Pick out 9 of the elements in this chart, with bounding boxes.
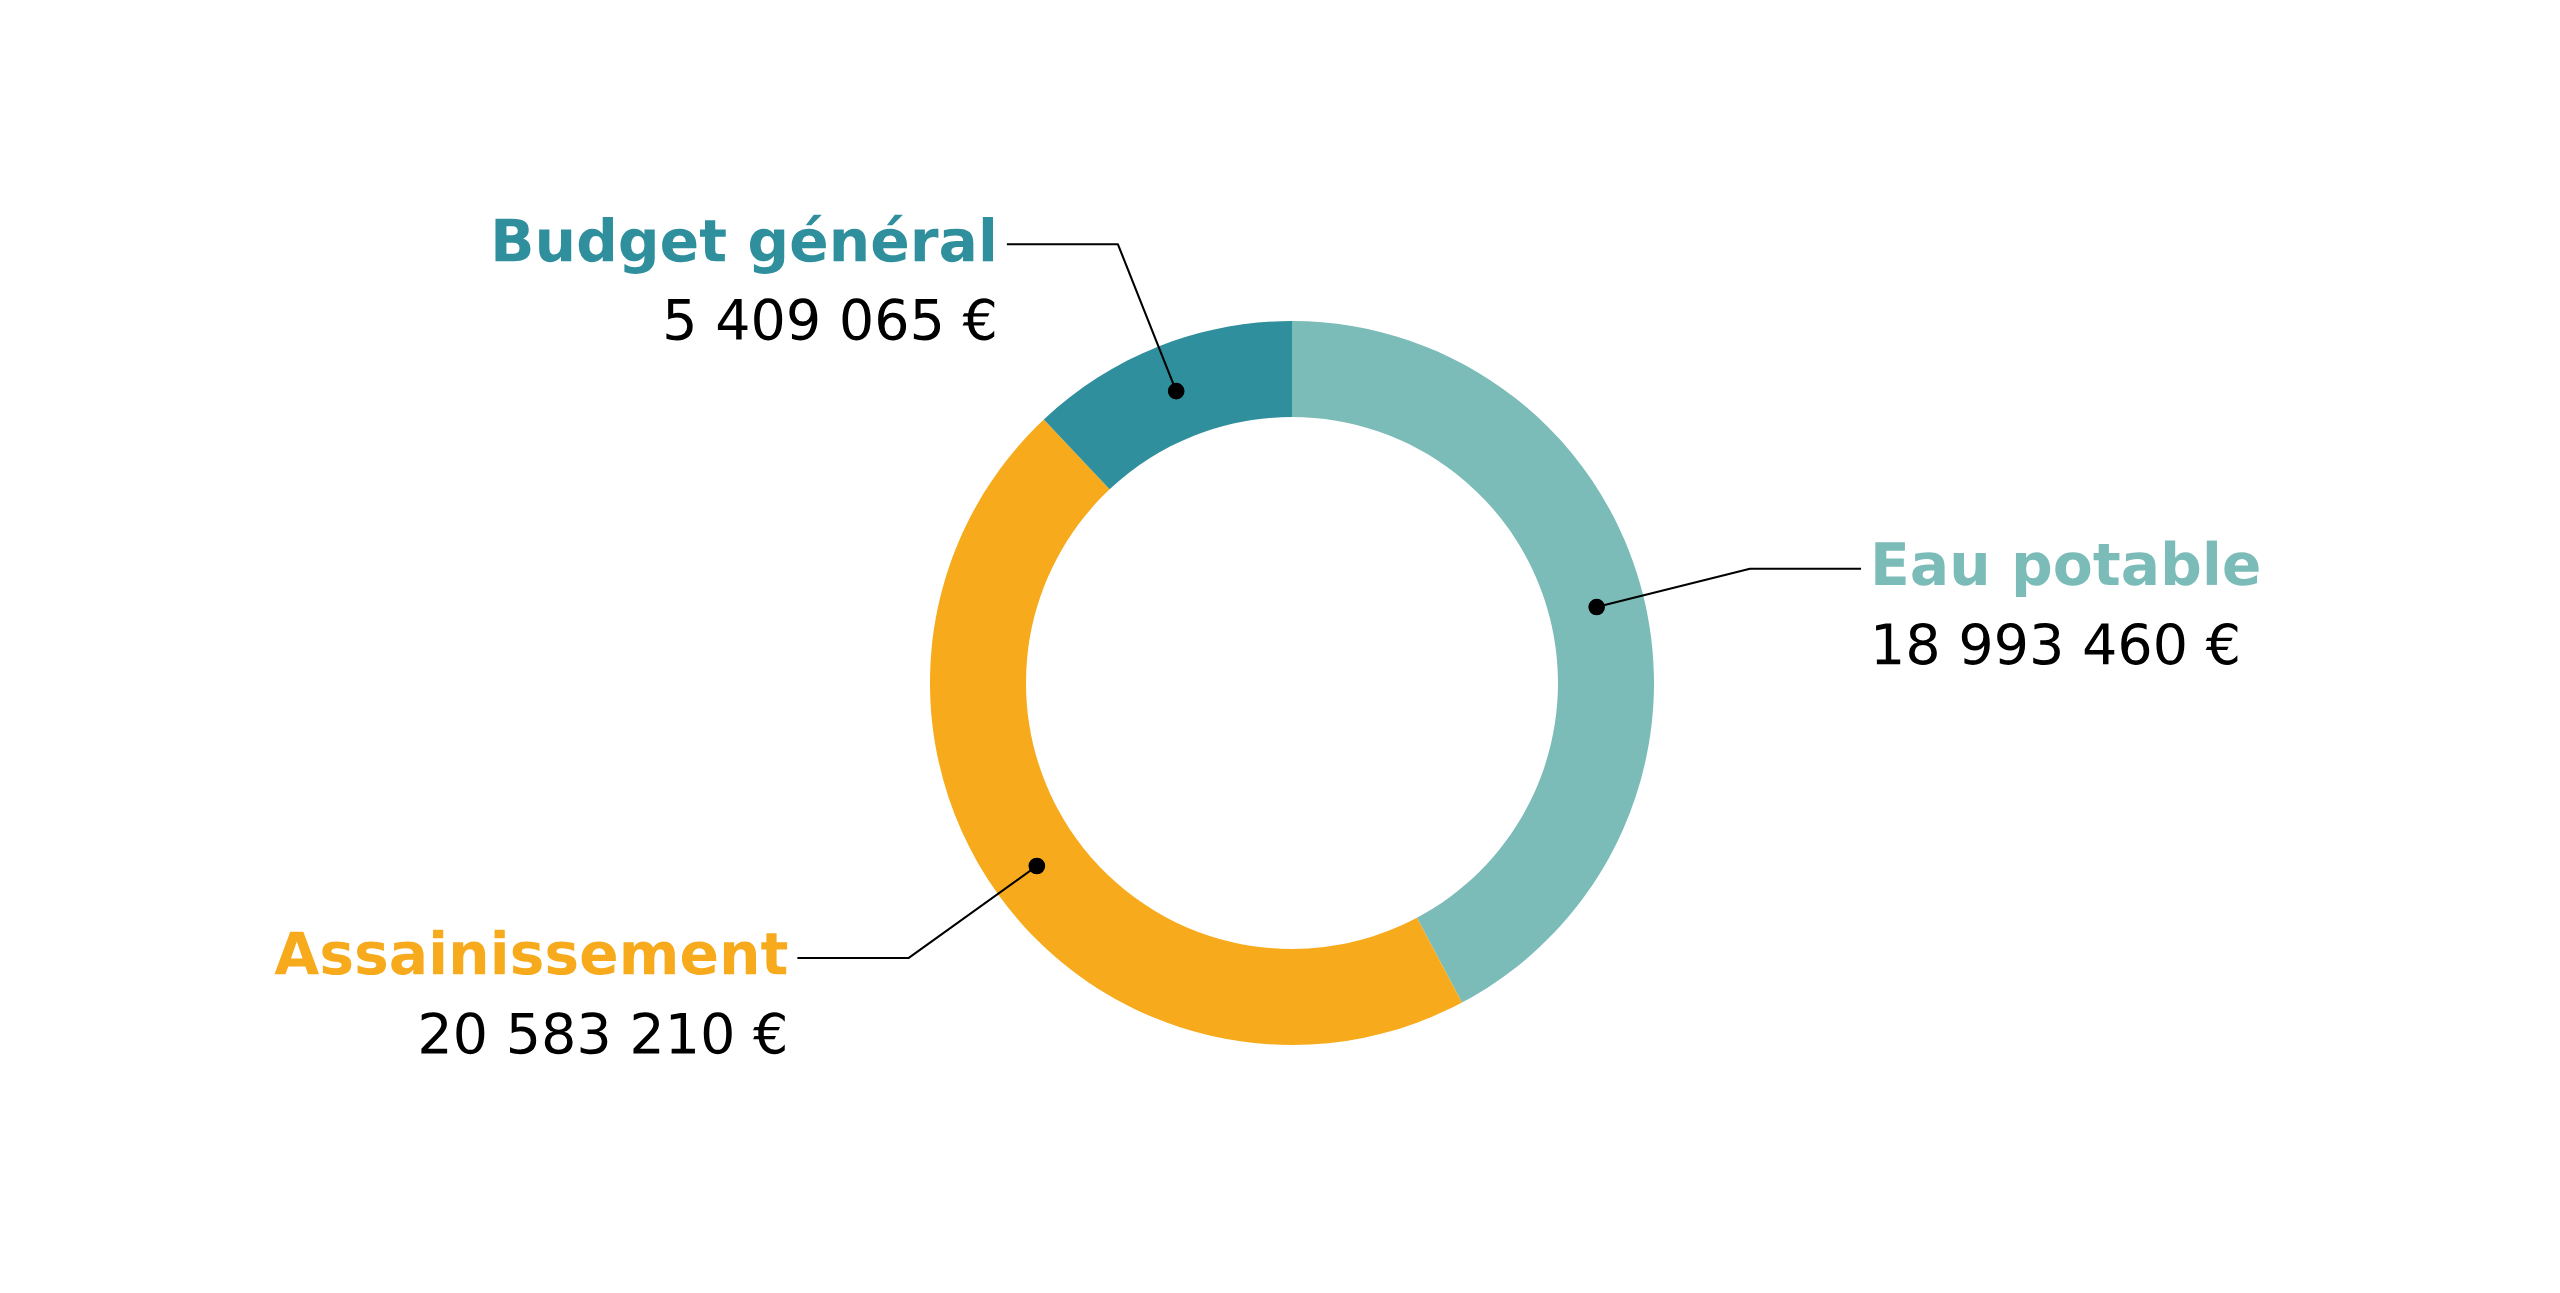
donut-slice — [1043, 321, 1292, 490]
donut-slice — [1292, 321, 1654, 1003]
data-label: 18 993 460 € — [1876, 622, 2238, 665]
slice-label: Assainissement — [274, 929, 788, 975]
slice-label: Budget général — [495, 214, 994, 274]
data-label: 5 409 065 € — [666, 298, 995, 341]
donut-slice — [930, 419, 1462, 1045]
data-label: 20 583 210 € — [421, 1012, 785, 1055]
slice-label: Eau potable — [1875, 540, 2259, 598]
